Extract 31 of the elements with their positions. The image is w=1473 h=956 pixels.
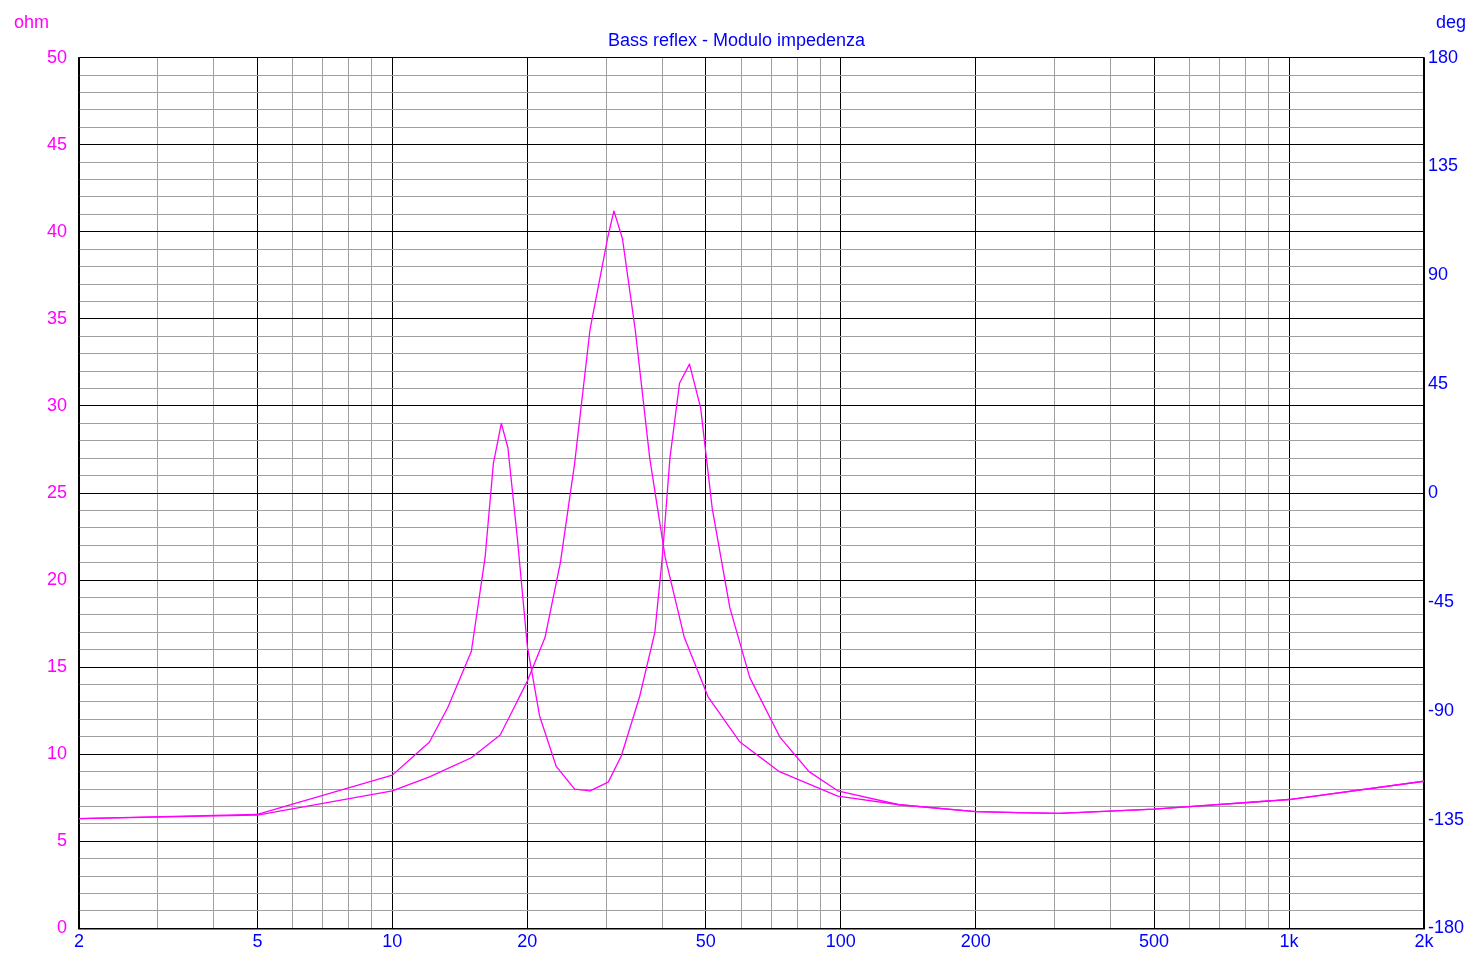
y-tick-label: 30 — [46, 394, 67, 415]
x-tick-label: 100 — [825, 931, 856, 952]
x-tick-label: 20 — [517, 931, 538, 952]
x-tick-label: 1k — [1279, 931, 1300, 952]
y-axis-title: ohm — [14, 11, 50, 32]
x-tick-label: 2 — [73, 931, 85, 952]
y2-tick-label: -45 — [1428, 590, 1455, 611]
y2-tick-label: 135 — [1428, 155, 1459, 176]
y2-tick-label: -135 — [1428, 808, 1465, 829]
y2-tick-label: 180 — [1428, 46, 1459, 67]
x-tick-label: 10 — [382, 931, 403, 952]
x-tick-label: 500 — [1139, 931, 1170, 952]
x-tick-label: 200 — [960, 931, 991, 952]
y-tick-label: 50 — [46, 46, 67, 67]
y-tick-label: 45 — [46, 133, 67, 154]
y2-tick-label: 90 — [1428, 264, 1449, 285]
y2-tick-label: 0 — [1428, 481, 1439, 502]
y-tick-label: 10 — [46, 743, 67, 764]
y-tick-label: 35 — [46, 307, 67, 328]
y-tick-label: 25 — [46, 481, 67, 502]
y2-tick-label: -90 — [1428, 699, 1455, 720]
x-tick-label: 50 — [695, 931, 716, 952]
y-tick-label: 0 — [56, 917, 67, 938]
y-tick-label: 15 — [46, 656, 67, 677]
y-tick-label: 5 — [56, 830, 67, 851]
chart-title: Bass reflex - Modulo impedenza — [607, 29, 867, 50]
y-tick-label: 20 — [46, 569, 67, 590]
y2-axis-title: deg — [1435, 11, 1466, 32]
y2-tick-label: 45 — [1428, 373, 1449, 394]
y-tick-label: 40 — [46, 220, 67, 241]
x-tick-label: 5 — [252, 931, 263, 952]
